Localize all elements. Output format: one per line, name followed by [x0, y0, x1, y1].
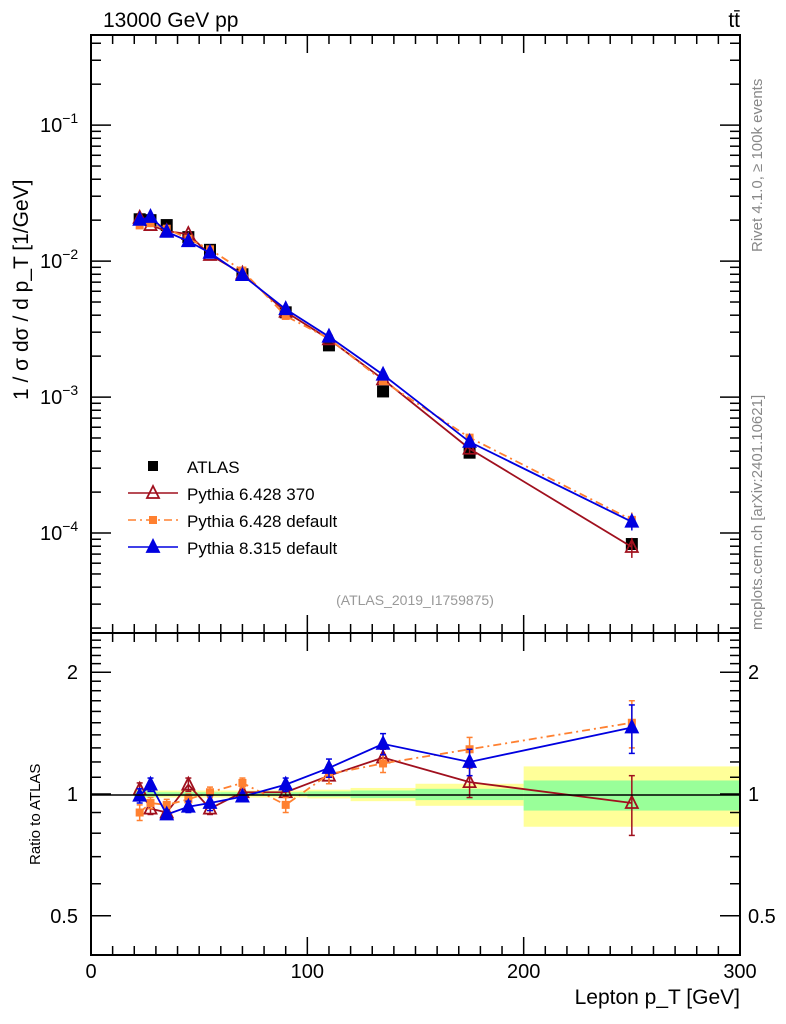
data-point: [624, 538, 640, 553]
ratio-point: [143, 775, 158, 791]
ratio-band-stat: [145, 791, 156, 797]
ratio-point: [624, 718, 640, 734]
header-left: 13000 GeV pp: [103, 9, 238, 32]
data-point: [379, 377, 388, 386]
ratio-point: [162, 800, 171, 809]
data-point: [146, 219, 155, 228]
data-marks: [132, 207, 640, 837]
legend-item: Pythia 6.428 370: [128, 483, 315, 504]
legend-marker: [149, 516, 157, 524]
legend: ATLAS Pythia 6.428 370 Pythia 6.428 defaul…: [128, 458, 338, 558]
legend-label: ATLAS: [187, 458, 240, 477]
ratio-point: [180, 775, 196, 791]
ratio-point: [146, 799, 155, 808]
data-point: [159, 222, 175, 238]
rivet-version-text: Rivet 4.1.0, ≥ 100k events: [749, 79, 766, 252]
ratio-point: [321, 758, 337, 774]
ratio-y-axis-label: Ratio to ATLAS: [27, 764, 44, 865]
main-y-axis-label: 1 / σ dσ / d p_T [1/GeV]: [10, 180, 33, 400]
data-point: [278, 300, 294, 316]
ratio-point: [143, 799, 158, 815]
ratio-point: [205, 788, 214, 797]
y-tick-label: 10−4: [40, 518, 78, 545]
data-point: [624, 512, 640, 528]
legend-label: Pythia 8.315 default: [187, 539, 338, 558]
x-tick-label: 300: [723, 961, 756, 983]
ratio-point: [202, 794, 218, 809]
legend-label: Pythia 6.428 370: [187, 485, 315, 504]
ratio-point: [281, 800, 290, 809]
ratio-y-tick-label-right: 2: [748, 662, 759, 684]
data-point: [132, 210, 148, 226]
ratio-frame: [90, 632, 741, 956]
data-point: [202, 243, 218, 259]
ratio-point: [624, 794, 640, 809]
data-point: [281, 311, 290, 320]
ratio-y-tick-label-right: 0.5: [748, 906, 776, 928]
data-point: [234, 266, 250, 282]
ratio-series-pythia-8-315-default: [132, 704, 640, 821]
y-tick-label: 10−2: [40, 246, 78, 273]
ratio-y-tick-label-left: 1: [67, 784, 78, 806]
legend-item: Pythia 6.428 default: [128, 512, 338, 531]
ratio-point: [375, 734, 391, 750]
data-point: [375, 365, 391, 381]
data-point: [321, 327, 337, 343]
y-tick-label: 10−3: [40, 382, 78, 409]
data-point: [180, 232, 196, 248]
ratio-point: [462, 752, 478, 768]
series-pythia-8-315-default: [132, 207, 640, 531]
ratio-y-tick-label-left: 2: [67, 662, 78, 684]
y-tick-label: 10−1: [40, 110, 78, 137]
ratio-point: [379, 759, 388, 768]
axes: 0 100 200 300 10−1 10−2 10−3 10−4 0.5 0.5 1 1 2 2: [40, 35, 776, 983]
legend-label: Pythia 6.428 default: [187, 512, 338, 531]
analysis-watermark: (ATLAS_2019_I1759875): [336, 592, 494, 608]
ratio-point: [159, 805, 175, 821]
ratio-band-stat: [307, 791, 351, 797]
x-axis-label: Lepton p_T [GeV]: [575, 986, 740, 1009]
legend-marker: [145, 537, 161, 553]
legend-item: Pythia 8.315 default: [128, 537, 338, 558]
x-tick-label: 200: [507, 961, 540, 983]
ratio-y-tick-label-right: 1: [748, 784, 759, 806]
data-point: [377, 385, 390, 398]
x-tick-label: 100: [291, 961, 324, 983]
x-tick-label: 0: [85, 961, 96, 983]
legend-marker: [145, 483, 161, 499]
ratio-band-stat: [155, 792, 178, 796]
legend-item: ATLAS: [148, 458, 240, 477]
ratio-point: [238, 778, 247, 787]
mcplots-credit-text: mcplots.cern.ch [arXiv:2401.10621]: [749, 395, 766, 630]
legend-marker: [148, 461, 158, 471]
ratio-y-tick-label-left: 0.5: [50, 906, 78, 928]
ratio-point: [135, 808, 144, 817]
ratio-point: [278, 775, 294, 791]
ratio-point: [180, 797, 196, 813]
ratio-point: [462, 773, 478, 789]
header-right: tt̄: [728, 9, 740, 32]
data-point: [462, 432, 478, 448]
data-point: [143, 207, 158, 223]
